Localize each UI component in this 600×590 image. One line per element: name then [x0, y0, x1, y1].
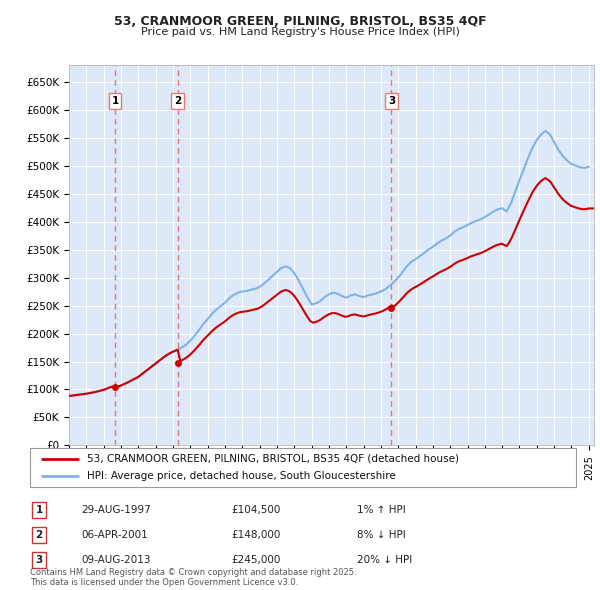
Text: £104,500: £104,500: [231, 506, 280, 515]
Text: 8% ↓ HPI: 8% ↓ HPI: [357, 530, 406, 540]
Text: HPI: Average price, detached house, South Gloucestershire: HPI: Average price, detached house, Sout…: [88, 471, 396, 481]
Text: 1% ↑ HPI: 1% ↑ HPI: [357, 506, 406, 515]
Text: 1: 1: [112, 96, 119, 106]
Text: 2: 2: [35, 530, 43, 540]
Text: £245,000: £245,000: [231, 555, 280, 565]
Text: 3: 3: [388, 96, 395, 106]
Text: Price paid vs. HM Land Registry's House Price Index (HPI): Price paid vs. HM Land Registry's House …: [140, 27, 460, 37]
Text: £148,000: £148,000: [231, 530, 280, 540]
Text: 53, CRANMOOR GREEN, PILNING, BRISTOL, BS35 4QF (detached house): 53, CRANMOOR GREEN, PILNING, BRISTOL, BS…: [88, 454, 460, 464]
Text: 53, CRANMOOR GREEN, PILNING, BRISTOL, BS35 4QF: 53, CRANMOOR GREEN, PILNING, BRISTOL, BS…: [113, 15, 487, 28]
Text: 09-AUG-2013: 09-AUG-2013: [81, 555, 151, 565]
Text: Contains HM Land Registry data © Crown copyright and database right 2025.
This d: Contains HM Land Registry data © Crown c…: [30, 568, 356, 587]
Text: 06-APR-2001: 06-APR-2001: [81, 530, 148, 540]
Text: 29-AUG-1997: 29-AUG-1997: [81, 506, 151, 515]
Text: 20% ↓ HPI: 20% ↓ HPI: [357, 555, 412, 565]
Text: 2: 2: [174, 96, 181, 106]
Text: 1: 1: [35, 506, 43, 515]
Text: 3: 3: [35, 555, 43, 565]
FancyBboxPatch shape: [30, 448, 576, 487]
